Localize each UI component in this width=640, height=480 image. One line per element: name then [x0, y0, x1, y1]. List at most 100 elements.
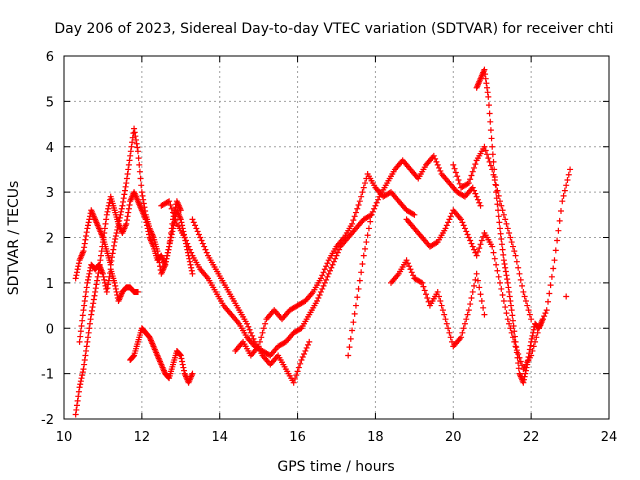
data-point	[201, 243, 208, 250]
data-point	[317, 288, 324, 295]
data-point	[110, 242, 117, 249]
data-point	[187, 261, 194, 268]
data-point	[424, 295, 431, 301]
data-point	[522, 298, 529, 305]
data-point	[487, 162, 494, 169]
data-point	[86, 216, 93, 223]
data-point	[167, 234, 174, 241]
data-point	[189, 270, 196, 277]
data-point	[328, 264, 335, 271]
data-point	[122, 183, 129, 190]
data-point	[164, 198, 171, 205]
data-point	[468, 295, 475, 301]
x-tick-label: 22	[523, 430, 540, 445]
data-point	[82, 352, 89, 359]
data-point	[373, 199, 380, 206]
data-point	[433, 158, 440, 165]
data-point	[477, 291, 484, 298]
data-point	[130, 353, 137, 360]
data-point	[486, 110, 493, 117]
series-trace-k	[473, 66, 546, 386]
data-point	[365, 225, 372, 232]
y-tick-label: 5	[46, 95, 54, 110]
data-point	[100, 273, 107, 280]
data-point	[369, 208, 376, 215]
data-point	[80, 307, 87, 314]
y-tick-label: 1	[46, 277, 54, 292]
data-point	[506, 293, 513, 300]
data-point	[198, 237, 205, 244]
data-point	[76, 384, 83, 391]
data-point	[178, 219, 185, 226]
data-point	[541, 313, 548, 320]
data-point	[83, 232, 90, 239]
data-point	[321, 279, 328, 286]
data-point	[85, 334, 92, 341]
data-point	[134, 148, 141, 155]
data-point	[446, 216, 453, 223]
data-point	[172, 217, 179, 224]
data-point	[512, 252, 519, 259]
data-point	[508, 239, 515, 246]
data-point	[530, 329, 537, 336]
data-point	[454, 173, 461, 180]
data-point	[84, 279, 91, 286]
data-point	[411, 211, 418, 218]
data-point	[113, 288, 120, 295]
data-point	[482, 71, 489, 78]
data-point	[203, 249, 210, 256]
data-point	[188, 264, 195, 271]
data-point	[156, 259, 163, 266]
data-point	[81, 302, 88, 309]
data-point	[332, 255, 339, 262]
data-point	[84, 338, 91, 345]
data-point	[73, 406, 80, 413]
data-point	[111, 239, 118, 246]
data-point	[126, 157, 133, 164]
data-point	[545, 298, 552, 305]
data-point	[114, 226, 121, 233]
data-point	[420, 283, 427, 290]
data-point	[109, 254, 116, 261]
data-point	[114, 223, 121, 230]
data-point	[179, 222, 186, 229]
data-point	[127, 148, 134, 155]
data-point	[460, 222, 467, 229]
data-point	[530, 343, 537, 350]
data-point	[508, 307, 515, 314]
data-point	[91, 292, 98, 299]
data-point	[119, 202, 126, 209]
data-point	[459, 219, 466, 226]
data-point	[501, 260, 508, 267]
data-point	[189, 216, 196, 223]
data-point	[500, 298, 507, 305]
data-point	[523, 364, 530, 371]
data-point	[73, 269, 80, 276]
data-point	[101, 279, 108, 286]
data-point	[560, 192, 567, 199]
data-point	[499, 246, 506, 253]
data-point	[109, 250, 116, 257]
data-point	[447, 213, 454, 220]
data-point	[489, 243, 496, 250]
data-point	[86, 325, 93, 332]
data-point	[293, 372, 300, 379]
data-point	[364, 232, 371, 239]
plot-frame	[63, 55, 610, 420]
data-point	[469, 184, 476, 191]
data-point	[88, 307, 95, 314]
data-point	[375, 196, 382, 203]
data-point	[554, 237, 561, 244]
data-point	[83, 343, 90, 350]
data-point	[345, 352, 352, 359]
data-point	[162, 258, 169, 265]
data-point	[180, 364, 187, 371]
data-point	[75, 388, 82, 395]
data-point	[511, 333, 518, 340]
data-point	[504, 316, 511, 323]
data-point	[458, 216, 465, 223]
data-point	[489, 166, 496, 173]
data-point	[515, 264, 522, 271]
data-point	[129, 139, 136, 146]
data-point	[323, 263, 330, 270]
